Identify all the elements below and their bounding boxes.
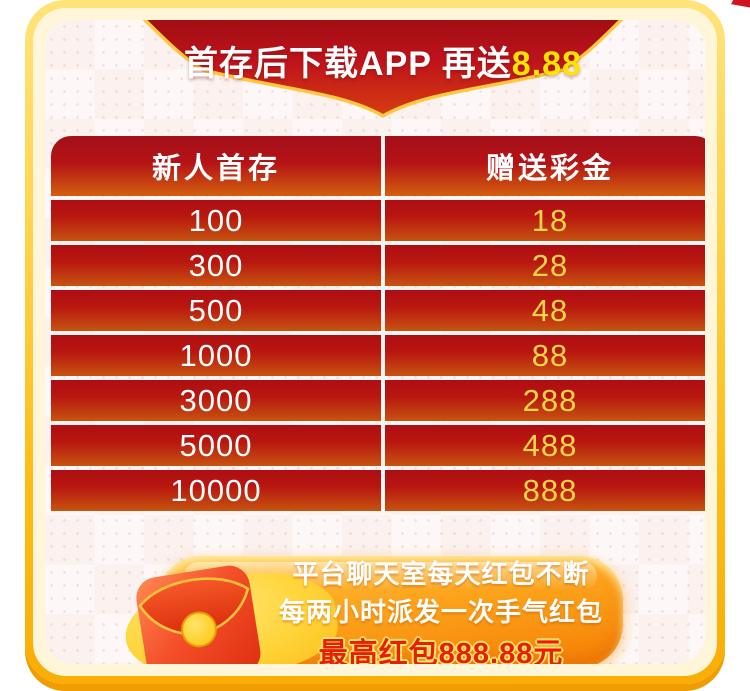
deposit-cell: 300 bbox=[51, 245, 381, 286]
top-ribbon bbox=[142, 20, 624, 119]
red-envelope-icon bbox=[122, 548, 275, 664]
promo-title-amount: 8.88 bbox=[511, 45, 582, 83]
bonus-cell: 288 bbox=[385, 380, 705, 421]
promo-title-text: 首存后下载APP 再送 bbox=[184, 45, 512, 83]
deposit-cell: 1000 bbox=[51, 335, 381, 376]
bonus-cell: 888 bbox=[385, 470, 705, 511]
table-row: 500 48 bbox=[51, 290, 705, 331]
bonus-cell: 18 bbox=[385, 200, 705, 241]
table-row: 10000 888 bbox=[51, 470, 705, 511]
column-header-bonus: 赠送彩金 bbox=[385, 136, 705, 196]
card-frame-inner: 首存后下载APP 再送8.88 新人首存 赠送彩金 100 18 300 28 500 4… bbox=[33, 8, 717, 676]
red-packet-line1: 平台聊天室每天红包不断 bbox=[292, 559, 590, 589]
table-body: 100 18 300 28 500 48 1000 88 3000 288 5000 488 10000… bbox=[51, 200, 705, 511]
deposit-cell: 3000 bbox=[51, 380, 381, 421]
bonus-cell: 28 bbox=[385, 245, 705, 286]
bonus-cell: 488 bbox=[385, 425, 705, 466]
deposit-cell: 500 bbox=[51, 290, 381, 331]
deposit-cell: 100 bbox=[51, 200, 381, 241]
promo-title: 首存后下载APP 再送8.88 bbox=[45, 36, 705, 85]
deposit-cell: 10000 bbox=[51, 470, 381, 511]
deposit-bonus-table: 新人首存 赠送彩金 100 18 300 28 500 48 1000 88 3000 288 50… bbox=[51, 136, 705, 511]
table-row: 1000 88 bbox=[51, 335, 705, 376]
card-frame: 首存后下载APP 再送8.88 新人首存 赠送彩金 100 18 300 28 500 4… bbox=[25, 0, 725, 684]
red-packet-text: 平台聊天室每天红包不断 每两小时派发一次手气红包 最高红包888.88元 bbox=[253, 559, 629, 664]
card-content: 首存后下载APP 再送8.88 新人首存 赠送彩金 100 18 300 28 500 4… bbox=[45, 20, 705, 664]
table-row: 5000 488 bbox=[51, 425, 705, 466]
bonus-cell: 88 bbox=[385, 335, 705, 376]
column-header-deposit: 新人首存 bbox=[51, 136, 381, 196]
red-packet-line2: 每两小时派发一次手气红包 bbox=[278, 597, 603, 627]
corner-ribbon-decoration bbox=[731, 0, 750, 8]
table-row: 100 18 bbox=[51, 200, 705, 241]
table-header-row: 新人首存 赠送彩金 bbox=[51, 136, 705, 196]
table-row: 3000 288 bbox=[51, 380, 705, 421]
deposit-cell: 5000 bbox=[51, 425, 381, 466]
bonus-cell: 48 bbox=[385, 290, 705, 331]
table-row: 300 28 bbox=[51, 245, 705, 286]
red-packet-max-amount: 最高红包888.88元 bbox=[318, 638, 564, 664]
